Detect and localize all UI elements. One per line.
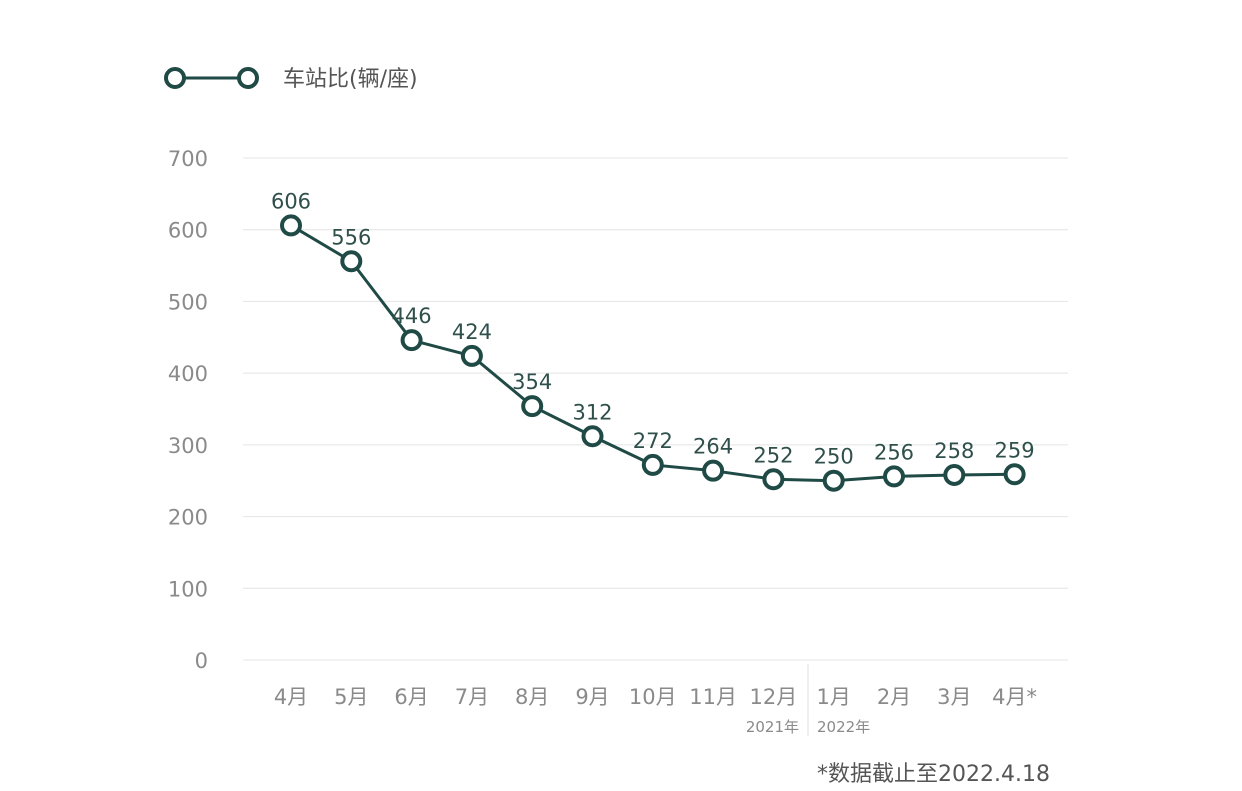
series-group: 606 556 446 424 354 312 272 264 252 250 256 258 259 xyxy=(271,189,1035,492)
x-tick-label: 2月 xyxy=(877,685,911,709)
footnote: *数据截止至2022.4.18 xyxy=(817,762,1050,787)
data-point xyxy=(762,468,785,491)
data-point xyxy=(400,329,423,352)
legend-label: 车站比(辆/座) xyxy=(283,67,418,92)
data-label: 606 xyxy=(271,189,311,213)
x-tick-label: 11月 xyxy=(689,685,737,709)
year-label-2021: 2021年 xyxy=(746,718,799,736)
y-tick-label: 600 xyxy=(168,219,208,243)
legend: 车站比(辆/座) xyxy=(164,67,418,92)
data-label: 258 xyxy=(934,439,974,463)
x-tick-label: 3月 xyxy=(937,685,971,709)
data-label: 272 xyxy=(633,429,673,453)
data-label: 259 xyxy=(995,438,1035,462)
data-point xyxy=(460,344,483,367)
data-point xyxy=(280,214,302,237)
year-label-2022: 2022年 xyxy=(817,718,870,736)
y-axis-ticks: 0 100 200 300 400 500 600 700 xyxy=(168,147,208,673)
y-tick-label: 500 xyxy=(168,290,208,314)
data-label: 424 xyxy=(452,320,492,344)
data-point xyxy=(1003,463,1026,486)
data-label: 264 xyxy=(693,435,733,459)
x-tick-label: 9月 xyxy=(575,685,609,709)
data-label: 256 xyxy=(874,440,914,464)
x-tick-label: 4月 xyxy=(274,685,308,709)
y-tick-label: 300 xyxy=(168,434,208,458)
x-tick-label: 12月 xyxy=(750,685,798,709)
y-tick-label: 100 xyxy=(168,577,208,601)
data-point xyxy=(521,395,544,418)
x-axis-ticks: 4月 5月 6月 7月 8月 9月 10月 11月 12月 1月 2月 3月 4月* xyxy=(274,685,1037,709)
legend-marker-right xyxy=(237,67,259,89)
data-label: 312 xyxy=(572,400,612,424)
data-point xyxy=(943,463,966,486)
data-label: 354 xyxy=(512,370,552,394)
data-label: 446 xyxy=(392,304,432,328)
x-tick-label: 1月 xyxy=(817,685,851,709)
x-tick-label: 8月 xyxy=(515,685,549,709)
data-point xyxy=(702,459,725,482)
y-tick-label: 700 xyxy=(168,147,208,171)
data-point xyxy=(641,453,664,476)
data-point xyxy=(822,469,845,492)
data-point xyxy=(340,250,363,273)
x-tick-label: 10月 xyxy=(629,685,677,709)
data-label: 250 xyxy=(814,445,854,469)
legend-marker-left xyxy=(164,67,186,89)
y-tick-label: 200 xyxy=(168,506,208,530)
x-tick-label: 7月 xyxy=(455,685,489,709)
x-tick-label: 6月 xyxy=(394,685,428,709)
data-point xyxy=(883,465,905,488)
x-tick-label: 5月 xyxy=(334,685,368,709)
y-tick-label: 400 xyxy=(168,362,208,386)
data-label: 556 xyxy=(331,225,371,249)
data-point xyxy=(581,425,604,448)
data-label: 252 xyxy=(753,443,793,467)
y-tick-label: 0 xyxy=(195,649,208,673)
x-tick-label: 4月* xyxy=(992,685,1037,709)
